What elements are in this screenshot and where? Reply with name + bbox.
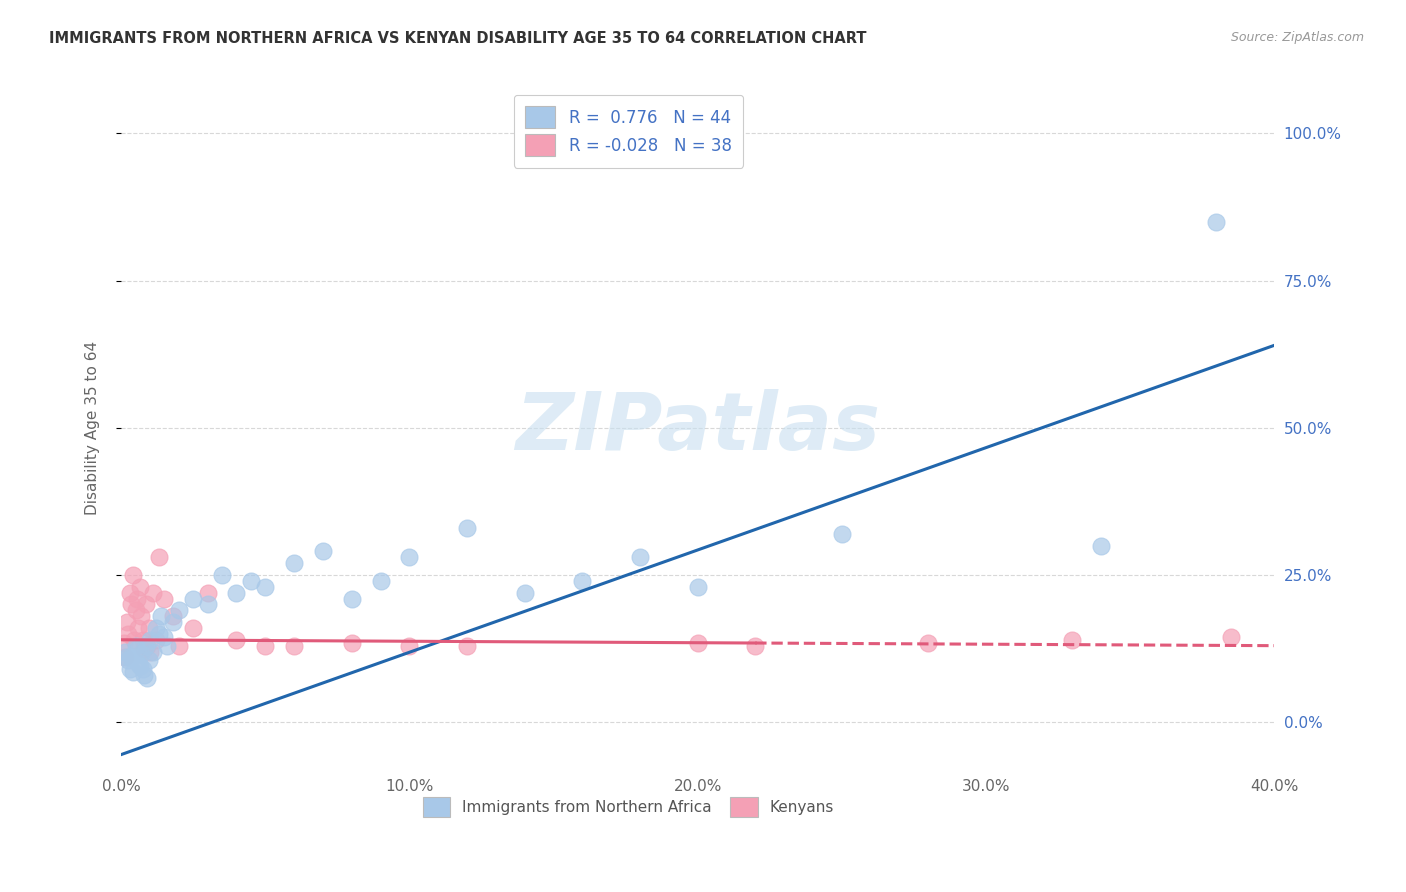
Point — [283, 639, 305, 653]
Point — [283, 556, 305, 570]
Point — [131, 609, 153, 624]
Point — [117, 653, 139, 667]
Point — [115, 615, 138, 629]
Point — [456, 639, 478, 653]
Point — [125, 591, 148, 606]
Point — [118, 662, 141, 676]
Point — [153, 591, 176, 606]
Point — [148, 627, 170, 641]
Y-axis label: Disability Age 35 to 64: Disability Age 35 to 64 — [86, 341, 100, 515]
Point — [131, 648, 153, 662]
Text: ZIPatlas: ZIPatlas — [515, 389, 880, 467]
Point — [162, 609, 184, 624]
Point — [167, 603, 190, 617]
Legend: Immigrants from Northern Africa, Kenyans: Immigrants from Northern Africa, Kenyans — [416, 791, 841, 823]
Point — [134, 641, 156, 656]
Point — [128, 580, 150, 594]
Point — [121, 568, 143, 582]
Point — [254, 580, 277, 594]
Point — [120, 598, 142, 612]
Point — [744, 639, 766, 653]
Point — [145, 632, 167, 647]
Point — [127, 657, 149, 671]
Point — [340, 636, 363, 650]
Point — [114, 644, 136, 658]
Point — [153, 630, 176, 644]
Point — [150, 609, 173, 624]
Point — [142, 585, 165, 599]
Point — [1090, 539, 1112, 553]
Point — [156, 639, 179, 653]
Point — [312, 544, 335, 558]
Text: IMMIGRANTS FROM NORTHERN AFRICA VS KENYAN DISABILITY AGE 35 TO 64 CORRELATION CH: IMMIGRANTS FROM NORTHERN AFRICA VS KENYA… — [49, 31, 866, 46]
Text: Source: ZipAtlas.com: Source: ZipAtlas.com — [1230, 31, 1364, 45]
Point — [162, 615, 184, 629]
Point — [138, 621, 160, 635]
Point — [225, 632, 247, 647]
Point — [128, 659, 150, 673]
Point — [134, 668, 156, 682]
Point — [112, 636, 135, 650]
Point — [167, 639, 190, 653]
Point — [125, 641, 148, 656]
Point — [124, 639, 146, 653]
Point — [139, 644, 162, 658]
Point — [132, 662, 155, 676]
Point — [571, 574, 593, 588]
Point — [831, 526, 853, 541]
Point — [117, 627, 139, 641]
Point — [340, 591, 363, 606]
Point — [917, 636, 939, 650]
Point — [1219, 630, 1241, 644]
Point — [135, 598, 157, 612]
Point — [239, 574, 262, 588]
Point — [120, 650, 142, 665]
Point — [145, 621, 167, 635]
Point — [398, 550, 420, 565]
Point — [148, 550, 170, 565]
Point — [135, 639, 157, 653]
Point — [114, 650, 136, 665]
Point — [118, 585, 141, 599]
Point — [124, 603, 146, 617]
Point — [628, 550, 651, 565]
Point — [132, 632, 155, 647]
Point — [370, 574, 392, 588]
Point — [142, 644, 165, 658]
Point — [686, 580, 709, 594]
Point — [211, 568, 233, 582]
Point — [136, 671, 159, 685]
Point — [181, 621, 204, 635]
Point — [181, 591, 204, 606]
Point — [139, 632, 162, 647]
Point — [136, 639, 159, 653]
Point — [398, 639, 420, 653]
Point — [127, 621, 149, 635]
Point — [686, 636, 709, 650]
Point — [115, 650, 138, 665]
Point — [254, 639, 277, 653]
Point — [138, 653, 160, 667]
Point — [1205, 215, 1227, 229]
Point — [197, 585, 219, 599]
Point — [225, 585, 247, 599]
Point — [456, 521, 478, 535]
Point — [1062, 632, 1084, 647]
Point — [122, 632, 145, 647]
Point — [121, 665, 143, 680]
Point — [513, 585, 536, 599]
Point — [197, 598, 219, 612]
